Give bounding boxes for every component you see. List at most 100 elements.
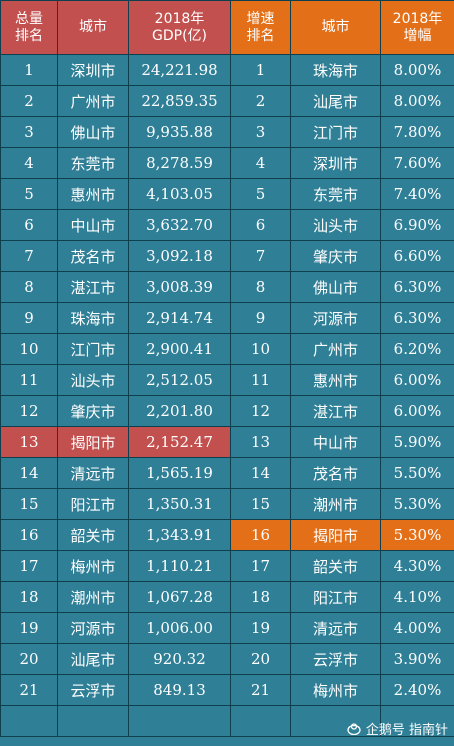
cell-city-left: 清远市: [57, 457, 129, 489]
cell-city-left: 汕尾市: [57, 643, 129, 675]
watermark: 企鹅号 指南针: [346, 719, 448, 738]
cell-city-left: 揭阳市: [57, 426, 129, 458]
cell-rank-total: 21: [0, 674, 58, 706]
table-body: 1 深圳市 24,221.98 1 珠海市 8.00% 2 广州市 22,859.35 2 汕尾市 8…: [0, 54, 454, 737]
cell-rank-speed: 11: [230, 364, 291, 396]
cell-rank-speed: 21: [230, 674, 291, 706]
table-row: 13 揭阳市 2,152.47 13 中山市 5.90%: [0, 426, 454, 458]
cell-gdp: 8,278.59: [128, 147, 231, 179]
table-row: 18 潮州市 1,067.28 18 阳江市 4.10%: [0, 581, 454, 613]
cell-rank-total: 4: [0, 147, 58, 179]
cell-growth: 6.00%: [380, 364, 454, 396]
cell-rank-total: 6: [0, 209, 58, 241]
header-city-left: 城市: [57, 0, 129, 55]
cell-city-left: 韶关市: [57, 519, 129, 551]
watermark-text: 企鹅号 指南针: [365, 723, 448, 738]
table-row: 15 阳江市 1,350.31 15 潮州市 5.30%: [0, 488, 454, 520]
cell-rank-speed: 1: [230, 54, 291, 86]
cell-rank-speed: 5: [230, 178, 291, 210]
cell-growth: 6.30%: [380, 302, 454, 334]
table-row: 19 河源市 1,006.00 19 清远市 4.00%: [0, 612, 454, 644]
cell-gdp: 1,350.31: [128, 488, 231, 520]
penguin-logo-icon: [346, 722, 362, 735]
cell-growth: 8.00%: [380, 85, 454, 117]
cell-rank-total: 7: [0, 240, 58, 272]
cell-growth: 7.40%: [380, 178, 454, 210]
cell-city-right: 汕尾市: [290, 85, 381, 117]
cell-rank-total: 20: [0, 643, 58, 675]
cell-growth: 4.10%: [380, 581, 454, 613]
table-row: 10 江门市 2,900.41 10 广州市 6.20%: [0, 333, 454, 365]
cell-gdp: 3,008.39: [128, 271, 231, 303]
cell-rank-total: 8: [0, 271, 58, 303]
cell-rank-total: 19: [0, 612, 58, 644]
cell-city-right: 韶关市: [290, 550, 381, 582]
table-row: 5 惠州市 4,103.05 5 东莞市 7.40%: [0, 178, 454, 210]
table-row: 21 云浮市 849.13 21 梅州市 2.40%: [0, 674, 454, 706]
cell-rank-speed: 2: [230, 85, 291, 117]
cell-rank-speed: 17: [230, 550, 291, 582]
empty-cell: [128, 705, 231, 737]
cell-city-right: 中山市: [290, 426, 381, 458]
cell-growth: 6.20%: [380, 333, 454, 365]
table-row: 3 佛山市 9,935.88 3 江门市 7.80%: [0, 116, 454, 148]
cell-growth: 6.30%: [380, 271, 454, 303]
cell-rank-speed: 16: [230, 519, 291, 551]
cell-rank-total: 14: [0, 457, 58, 489]
table-row: 1 深圳市 24,221.98 1 珠海市 8.00%: [0, 54, 454, 86]
cell-rank-total: 5: [0, 178, 58, 210]
cell-city-right: 湛江市: [290, 395, 381, 427]
cell-city-right: 阳江市: [290, 581, 381, 613]
cell-city-right: 珠海市: [290, 54, 381, 86]
cell-gdp: 2,201.80: [128, 395, 231, 427]
table-row: 7 茂名市 3,092.18 7 肇庆市 6.60%: [0, 240, 454, 272]
table-row: 20 汕尾市 920.32 20 云浮市 3.90%: [0, 643, 454, 675]
cell-rank-total: 18: [0, 581, 58, 613]
cell-rank-total: 16: [0, 519, 58, 551]
table-row: 6 中山市 3,632.70 6 汕头市 6.90%: [0, 209, 454, 241]
cell-growth: 5.90%: [380, 426, 454, 458]
cell-growth: 5.30%: [380, 519, 454, 551]
cell-city-right: 揭阳市: [290, 519, 381, 551]
cell-city-left: 肇庆市: [57, 395, 129, 427]
cell-gdp: 3,092.18: [128, 240, 231, 272]
table-row: 8 湛江市 3,008.39 8 佛山市 6.30%: [0, 271, 454, 303]
cell-rank-speed: 19: [230, 612, 291, 644]
cell-city-left: 潮州市: [57, 581, 129, 613]
cell-rank-total: 2: [0, 85, 58, 117]
cell-city-left: 梅州市: [57, 550, 129, 582]
header-growth: 2018年 增幅: [380, 0, 454, 55]
cell-city-left: 汕头市: [57, 364, 129, 396]
cell-rank-speed: 9: [230, 302, 291, 334]
cell-growth: 6.00%: [380, 395, 454, 427]
cell-rank-speed: 15: [230, 488, 291, 520]
cell-rank-total: 17: [0, 550, 58, 582]
table-row: 17 梅州市 1,110.21 17 韶关市 4.30%: [0, 550, 454, 582]
empty-cell: [230, 705, 291, 737]
cell-gdp: 3,632.70: [128, 209, 231, 241]
cell-city-right: 东莞市: [290, 178, 381, 210]
header-rank-total: 总量 排名: [0, 0, 58, 55]
cell-city-right: 清远市: [290, 612, 381, 644]
cell-city-left: 珠海市: [57, 302, 129, 334]
cell-city-right: 惠州市: [290, 364, 381, 396]
header-gdp: 2018年 GDP(亿): [128, 0, 231, 55]
cell-rank-speed: 10: [230, 333, 291, 365]
cell-gdp: 9,935.88: [128, 116, 231, 148]
cell-growth: 5.50%: [380, 457, 454, 489]
cell-gdp: 1,006.00: [128, 612, 231, 644]
cell-rank-total: 3: [0, 116, 58, 148]
cell-rank-total: 9: [0, 302, 58, 334]
empty-cell: [57, 705, 129, 737]
header-row: 总量 排名 城市 2018年 GDP(亿) 增速 排名 城市 2018年 增幅: [0, 0, 454, 55]
table-row: 9 珠海市 2,914.74 9 河源市 6.30%: [0, 302, 454, 334]
cell-rank-speed: 14: [230, 457, 291, 489]
cell-rank-speed: 3: [230, 116, 291, 148]
cell-growth: 5.30%: [380, 488, 454, 520]
empty-row: [0, 705, 454, 737]
cell-growth: 6.60%: [380, 240, 454, 272]
cell-city-left: 河源市: [57, 612, 129, 644]
cell-city-left: 东莞市: [57, 147, 129, 179]
cell-gdp: 1,067.28: [128, 581, 231, 613]
cell-city-right: 肇庆市: [290, 240, 381, 272]
